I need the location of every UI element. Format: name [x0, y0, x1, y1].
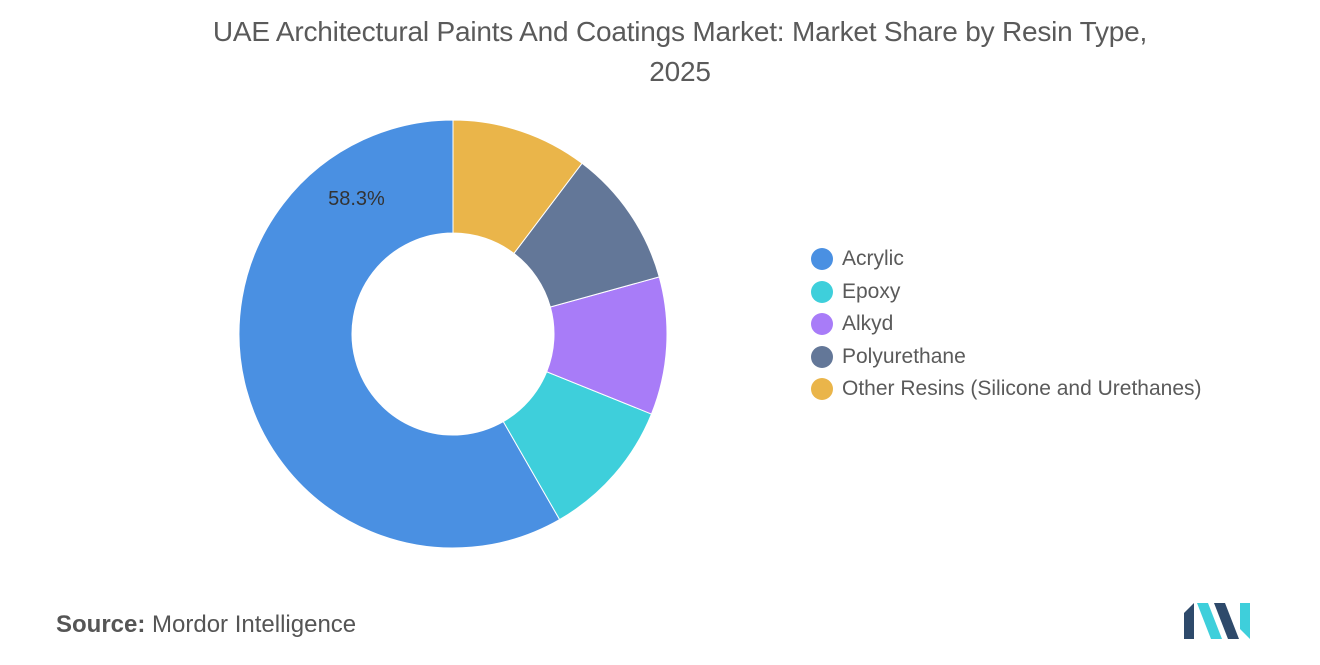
chart-title-line-2: 2025: [649, 56, 711, 87]
legend-swatch-acrylic: [811, 248, 833, 271]
logo-shape-left: [1184, 603, 1194, 639]
mordor-intelligence-logo-icon: [1184, 603, 1250, 639]
chart-title: UAE Architectural Paints And Coatings Ma…: [60, 12, 1300, 92]
logo-shape-right: [1240, 603, 1250, 639]
logo-shape-right-diag: [1214, 603, 1239, 639]
legend-label-polyurethane: Polyurethane: [842, 344, 966, 368]
legend-label-other-resins-silicone-and-urethanes: Other Resins (Silicone and Urethanes): [842, 377, 1202, 401]
donut-slices: [238, 119, 668, 549]
source-note: Source: Mordor Intelligence: [56, 611, 356, 639]
legend-item-epoxy: Epoxy: [811, 276, 1202, 309]
chart-legend: Acrylic Epoxy Alkyd Polyurethane Other Resin…: [811, 243, 1202, 406]
source-key: Source:: [56, 611, 146, 638]
legend-swatch-other-resins-silicone-and-urethanes: [811, 378, 833, 401]
legend-item-polyurethane: Polyurethane: [811, 341, 1202, 374]
legend-swatch-epoxy: [811, 280, 833, 303]
legend-label-acrylic: Acrylic: [842, 247, 904, 271]
slice-other-resins-silicone-and-urethanes: [452, 119, 583, 255]
legend-item-acrylic: Acrylic: [811, 243, 1202, 276]
source-value: Mordor Intelligence: [152, 611, 357, 638]
slice-acrylic: [238, 119, 561, 549]
chart-title-line-1: UAE Architectural Paints And Coatings Ma…: [212, 16, 1148, 47]
legend-item-alkyd: Alkyd: [811, 308, 1202, 341]
donut-data-labels: 58.3%: [328, 188, 385, 210]
legend-label-epoxy: Epoxy: [842, 279, 901, 303]
legend-item-other-resins-silicone-and-urethanes: Other Resins (Silicone and Urethanes): [811, 373, 1202, 406]
logo-shape-mid: [1197, 603, 1222, 639]
legend-label-alkyd: Alkyd: [842, 312, 894, 336]
data-label-acrylic: 58.3%: [328, 188, 385, 210]
legend-swatch-alkyd: [811, 313, 833, 336]
legend-swatch-polyurethane: [811, 345, 833, 368]
